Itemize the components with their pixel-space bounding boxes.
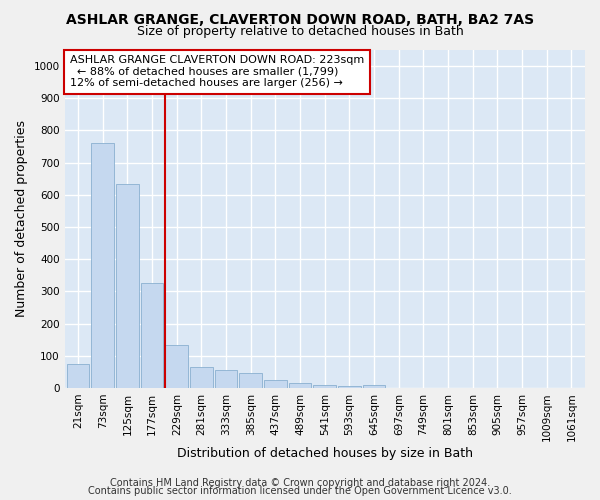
Text: Contains public sector information licensed under the Open Government Licence v3: Contains public sector information licen… (88, 486, 512, 496)
Bar (363, 386, 385, 388)
Bar (116, 184, 139, 388)
Bar (338, 386, 361, 388)
Bar (166, 344, 188, 388)
Y-axis label: Number of detached properties: Number of detached properties (15, 120, 28, 318)
Text: ASHLAR GRANGE CLAVERTON DOWN ROAD: 223sqm
  ← 88% of detached houses are smaller: ASHLAR GRANGE CLAVERTON DOWN ROAD: 223sq… (70, 55, 364, 88)
Text: ASHLAR GRANGE, CLAVERTON DOWN ROAD, BATH, BA2 7AS: ASHLAR GRANGE, CLAVERTON DOWN ROAD, BATH… (66, 12, 534, 26)
Bar (141, 284, 163, 388)
Text: Size of property relative to detached houses in Bath: Size of property relative to detached ho… (137, 25, 463, 38)
Bar (215, 370, 238, 388)
Bar (190, 367, 213, 388)
Text: Contains HM Land Registry data © Crown copyright and database right 2024.: Contains HM Land Registry data © Crown c… (110, 478, 490, 488)
Bar (67, 364, 89, 388)
Bar (313, 384, 336, 388)
Bar (91, 144, 114, 388)
Bar (264, 380, 287, 388)
Bar (289, 383, 311, 388)
Bar (239, 374, 262, 388)
X-axis label: Distribution of detached houses by size in Bath: Distribution of detached houses by size … (177, 447, 473, 460)
